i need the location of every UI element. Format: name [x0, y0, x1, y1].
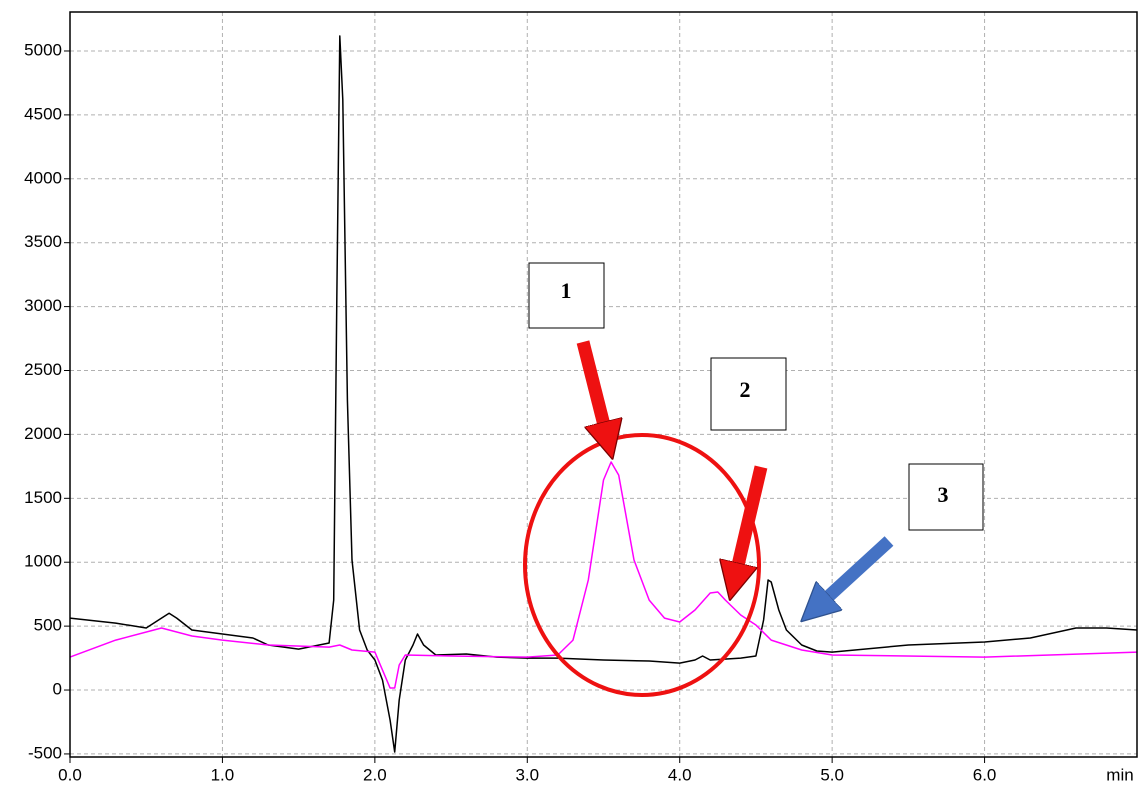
ticks: -500 0 500 1000 1500 2000 2500 3000 3500 4000 4500…	[24, 40, 996, 784]
annotation-box	[710, 357, 787, 431]
series-line	[69, 461, 1138, 689]
plot-lines	[69, 35, 1138, 753]
highlight-circle	[523, 433, 761, 697]
y-tick-label: 5000	[24, 40, 62, 59]
y-tick-label: 1000	[24, 552, 62, 571]
x-tick-label: 4.0	[668, 765, 692, 784]
x-tick-label: 5.0	[820, 765, 844, 784]
y-tick-label: 2500	[24, 360, 62, 379]
x-tick-label: 3.0	[515, 765, 539, 784]
x-axis-label: min	[1106, 765, 1133, 784]
y-tick-label: 3000	[24, 296, 62, 315]
plot-frame	[69, 11, 1138, 758]
annotation-box	[908, 463, 984, 531]
series-line	[69, 35, 1138, 753]
arrow-1	[576, 340, 607, 437]
y-tick-label: 3500	[24, 232, 62, 251]
annotation: 1	[561, 278, 572, 303]
x-tick-label: 0.0	[58, 765, 82, 784]
x-tick-label: 2.0	[363, 765, 387, 784]
y-tick-label: 500	[34, 616, 62, 635]
y-tick-label: 0	[53, 680, 62, 699]
y-tick-label: -500	[28, 743, 62, 762]
grid	[69, 12, 1137, 757]
y-tick-label: 1500	[24, 488, 62, 507]
y-tick-label: 2000	[24, 424, 62, 443]
y-tick-label: 4000	[24, 168, 62, 187]
arrow-2	[735, 465, 768, 578]
annotation: 2	[740, 377, 751, 402]
annotation: 3	[938, 482, 949, 507]
arrow-3	[818, 536, 894, 606]
x-tick-label: 1.0	[211, 765, 235, 784]
y-tick-label: 4500	[24, 104, 62, 123]
x-tick-label: 6.0	[973, 765, 997, 784]
annotation-box	[528, 262, 605, 329]
